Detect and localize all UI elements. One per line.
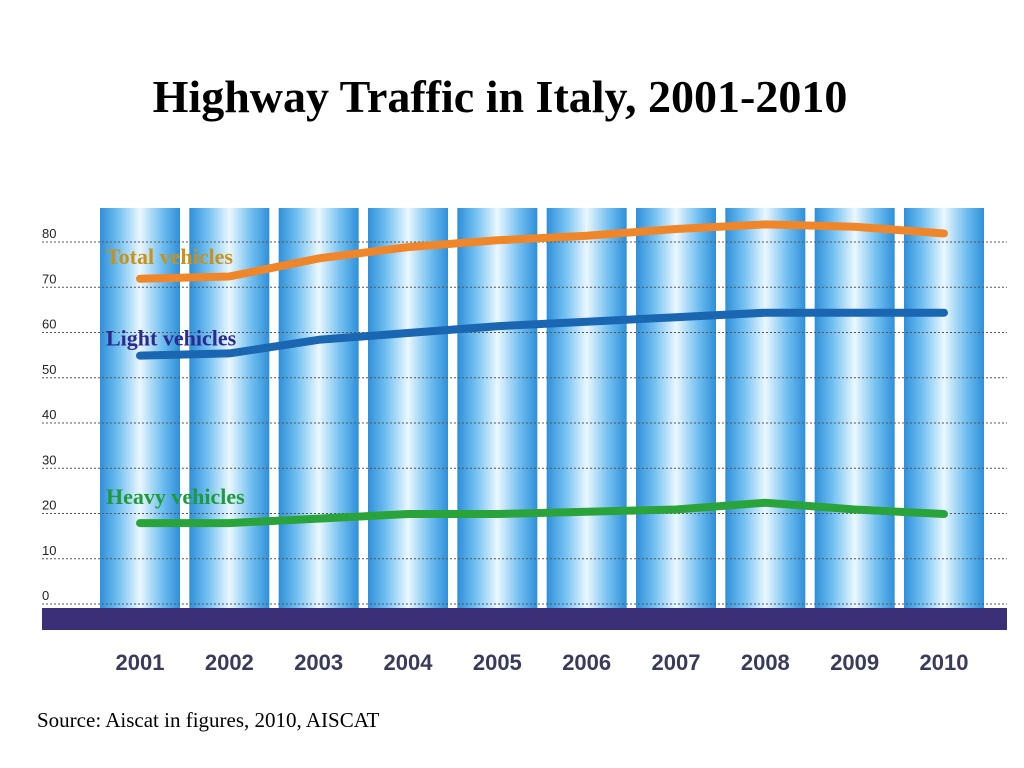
y-tick-label: 20 [42,498,56,513]
chart-title: Highway Traffic in Italy, 2001-2010 [152,71,848,122]
x-tick-label: 2006 [562,650,611,675]
series-labels: Total vehicles Light vehicles Heavy vehicl… [106,244,245,509]
y-tick-label: 70 [42,271,56,286]
series-lines [136,220,948,528]
x-axis-ticks: 2001 2002 2003 2004 2005 2006 2007 2008 2009 2010 [116,650,969,675]
x-tick-label: 2004 [384,650,434,675]
column-2005 [457,208,538,608]
x-tick-label: 2007 [652,650,701,675]
column-2009 [814,208,895,608]
x-tick-label: 2001 [116,650,165,675]
x-tick-label: 2009 [830,650,879,675]
column-2007 [636,208,716,608]
y-tick-label: 60 [42,317,56,332]
series-label: Heavy vehicles [106,484,245,509]
y-tick-label: 0 [42,588,49,603]
y-tick-label: 30 [42,452,56,467]
x-tick-label: 2005 [473,650,522,675]
x-tick-label: 2010 [920,650,969,675]
series-line-light-vehicles [136,308,948,360]
x-tick-label: 2002 [205,650,254,675]
y-tick-label: 80 [42,226,56,241]
source-note: Source: Aiscat in figures, 2010, AISCAT [37,708,380,732]
series-label: Light vehicles [106,326,237,351]
column-2008 [725,208,806,608]
x-tick-label: 2003 [294,650,343,675]
x-axis-bar [42,608,1007,630]
series-label: Total vehicles [106,244,233,269]
y-tick-label: 10 [42,543,56,558]
y-axis-ticks: 0 10 20 30 40 50 60 70 80 [42,226,56,603]
x-tick-label: 2008 [741,650,790,675]
gridlines [42,241,1007,605]
column-2010 [904,208,984,608]
series-line-total-vehicles [136,220,948,283]
column-2004 [368,208,448,608]
y-tick-label: 40 [42,407,56,422]
y-tick-label: 50 [42,362,56,377]
column-2006 [546,208,627,608]
column-2003 [278,208,359,608]
series-line-heavy-vehicles [136,498,948,528]
